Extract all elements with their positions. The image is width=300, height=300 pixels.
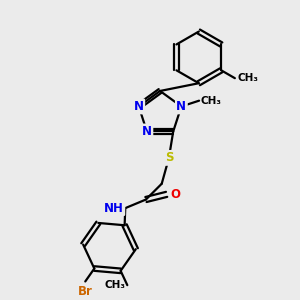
Text: N: N	[134, 100, 144, 113]
Text: CH₃: CH₃	[237, 73, 258, 83]
Text: S: S	[165, 152, 173, 164]
Text: CH₃: CH₃	[104, 280, 125, 290]
Text: O: O	[170, 188, 180, 201]
Text: NH: NH	[104, 202, 124, 214]
Text: N: N	[142, 125, 152, 138]
Text: Br: Br	[78, 285, 93, 298]
Text: N: N	[176, 100, 186, 113]
Text: CH₃: CH₃	[200, 96, 221, 106]
